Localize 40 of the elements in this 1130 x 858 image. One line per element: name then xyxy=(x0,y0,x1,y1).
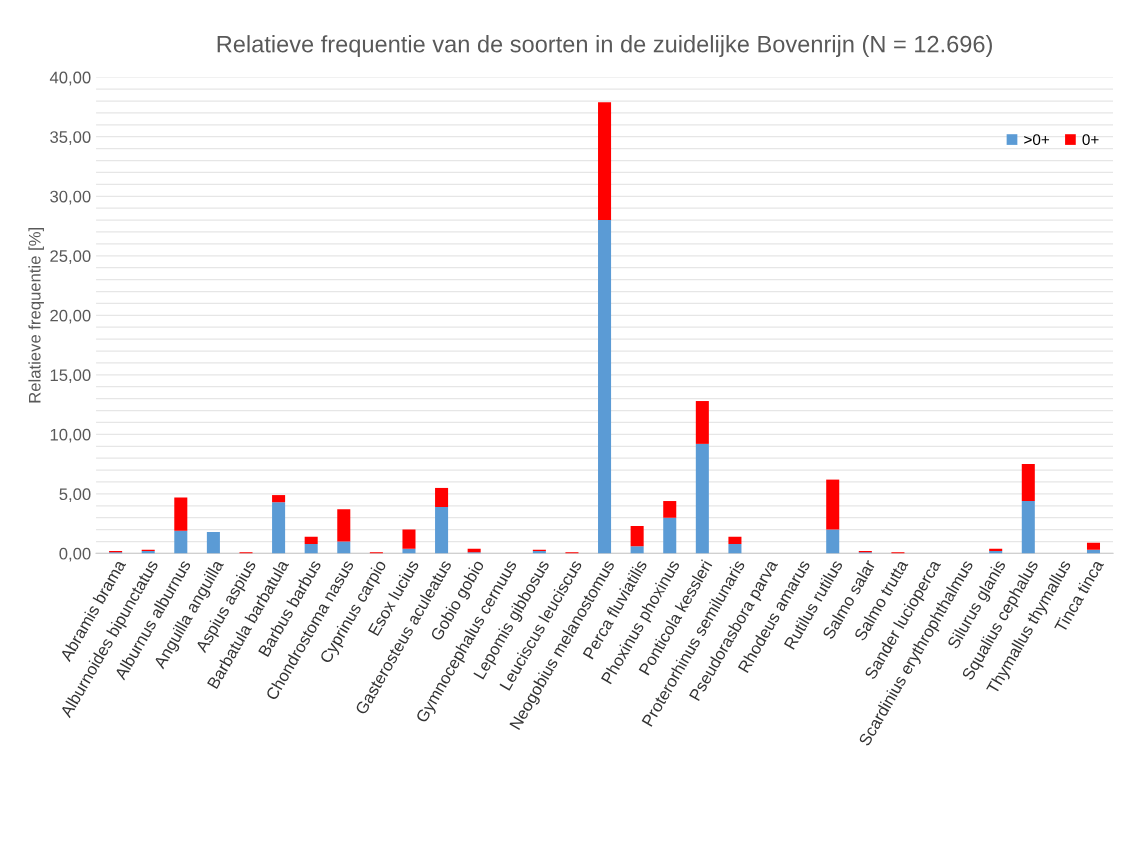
y-tick-label: 5,00 xyxy=(59,488,91,503)
y-tick-label: 15,00 xyxy=(50,369,91,384)
bar xyxy=(663,517,677,554)
bar xyxy=(402,529,416,549)
y-tick-label: 40,00 xyxy=(49,71,91,86)
y-tick-label: 35,00 xyxy=(50,131,91,145)
bar xyxy=(728,536,742,544)
bar xyxy=(728,543,742,554)
y-tick-label: 20,00 xyxy=(50,309,91,324)
y-tick-label: 10,00 xyxy=(50,428,91,443)
legend-label: >0+ xyxy=(1024,134,1050,146)
chart-title: Relatieve frequentie van de soorten in de zuidelijke Bovenrijn (N = 12.696) xyxy=(217,35,992,58)
bar xyxy=(337,541,351,554)
bar xyxy=(1021,501,1035,554)
bar xyxy=(206,531,220,554)
bar xyxy=(435,506,449,554)
y-tick-label: 0,00 xyxy=(59,547,91,562)
bar xyxy=(663,501,677,518)
bar xyxy=(826,529,840,554)
bar xyxy=(695,401,709,444)
bar xyxy=(630,526,644,547)
bar xyxy=(598,220,612,554)
bar xyxy=(695,443,709,554)
bar xyxy=(1021,464,1035,502)
bar xyxy=(272,495,286,503)
bar xyxy=(304,543,318,554)
bar xyxy=(630,546,644,554)
bar xyxy=(174,497,188,531)
bar xyxy=(1086,542,1101,550)
y-axis-title: Relatieve frequentie [%] xyxy=(28,228,44,403)
legend-label: 0+ xyxy=(1082,134,1099,146)
y-tick-label: 30,00 xyxy=(50,190,91,205)
bar xyxy=(435,487,449,507)
bar xyxy=(272,502,286,554)
bar xyxy=(598,102,612,221)
bar xyxy=(826,479,840,530)
bar xyxy=(174,530,188,554)
bar xyxy=(337,509,351,542)
bar xyxy=(304,536,318,544)
y-tick-label: 25,00 xyxy=(50,250,91,264)
